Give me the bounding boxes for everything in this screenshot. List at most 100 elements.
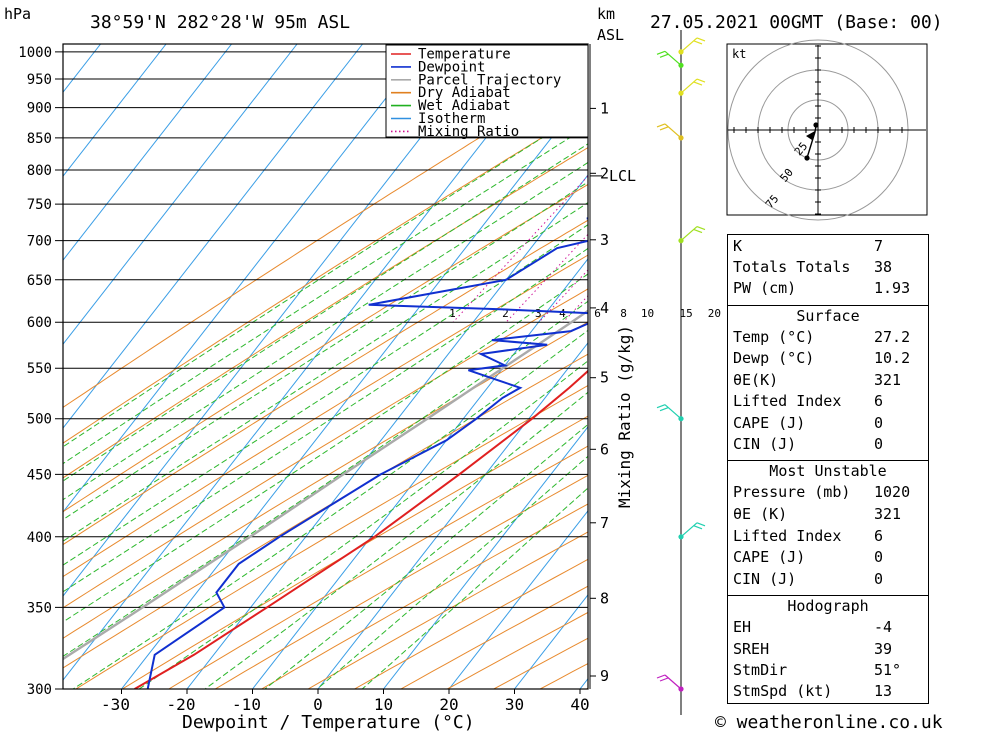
dry-adiabat-line <box>63 183 588 513</box>
dry-adiabat-line <box>63 219 588 546</box>
wind-barb-staff <box>664 123 682 139</box>
wind-barb <box>656 50 682 66</box>
hodo-eh: EH -4 <box>733 618 893 636</box>
surface-cin: CIN (J) 0 <box>733 435 884 453</box>
x-tick-label: 30 <box>505 695 524 714</box>
isotherm-line <box>63 44 429 513</box>
hodograph-trace <box>806 125 817 159</box>
wind-barb <box>656 404 682 420</box>
pressure-label: 450 <box>27 467 52 483</box>
dry-adiabat-line <box>63 288 588 609</box>
pressure-label: 650 <box>27 273 52 289</box>
hodo-stmdir: StmDir 51° <box>733 661 902 679</box>
wind-barb-feather <box>656 404 666 409</box>
hodo-sreh: SREH 39 <box>733 640 893 658</box>
mixing-ratio-label: 2 <box>502 307 509 320</box>
mixing-ratio-label: 10 <box>641 307 654 320</box>
legend-label: Dry Adiabat <box>418 85 511 101</box>
km-tick-label: 7 <box>600 514 609 532</box>
wind-barb <box>680 226 706 242</box>
dry-adiabat-line <box>168 445 588 689</box>
surface-temp: Temp (°C) 27.2 <box>733 328 911 346</box>
wind-barb-feather <box>693 525 703 530</box>
wind-barb-column <box>656 30 706 715</box>
hodograph-point <box>804 155 810 161</box>
isotherm-line <box>317 342 588 689</box>
wind-barb-staff <box>664 404 682 420</box>
wet-adiabat-line <box>63 108 588 448</box>
stat-row-totals: Totals Totals 38 <box>733 258 893 276</box>
wind-barb-feather <box>656 50 666 55</box>
hodograph-unit: kt <box>732 47 746 61</box>
dry-adiabat-line <box>261 503 588 689</box>
wind-barb-staff <box>680 78 698 94</box>
km-tick-label: 1 <box>600 99 609 117</box>
x-tick-label: -20 <box>167 695 196 714</box>
dry-adiabat-line <box>214 474 588 689</box>
credit-text: © weatheronline.co.uk <box>715 712 943 733</box>
wet-adiabat-line <box>63 161 588 501</box>
wind-barb <box>656 123 682 139</box>
dry-adiabat-line <box>63 254 588 578</box>
wind-barb-feather <box>656 674 666 679</box>
lcl-label: LCL <box>609 167 636 185</box>
legend-label: Wet Adiabat <box>418 98 511 114</box>
pressure-label: 1000 <box>18 45 52 61</box>
mixing-ratio-line <box>505 233 588 323</box>
x-tick-label: -10 <box>232 695 261 714</box>
km-tick-label: 3 <box>600 231 609 249</box>
pressure-label: 600 <box>27 315 52 331</box>
asl-label: ASL <box>597 26 624 44</box>
wet-adiabat-line <box>63 224 588 566</box>
pressure-label: 750 <box>27 197 52 213</box>
isotherm-line <box>383 426 588 689</box>
isotherm-line <box>121 90 588 689</box>
surface-lifted-index: Lifted Index 6 <box>733 392 884 410</box>
legend-label: Isotherm <box>418 111 485 127</box>
wind-barb <box>680 522 706 538</box>
wind-barb-feather <box>659 407 669 412</box>
background-lines <box>63 44 588 689</box>
km-tick-label: 8 <box>600 589 609 607</box>
wind-barb-staff <box>664 50 682 66</box>
wet-adiabat-line <box>138 360 588 689</box>
mixing-ratio-label: 4 <box>559 307 566 320</box>
surface-dewp: Dewp (°C) 10.2 <box>733 349 911 367</box>
km-tick-label: 5 <box>600 369 609 387</box>
dry-adiabat-line <box>63 321 588 639</box>
pressure-label: 850 <box>27 131 52 147</box>
mixing-ratio-label: 15 <box>680 307 693 320</box>
x-tick-label: 0 <box>313 695 323 714</box>
pressure-label: 950 <box>27 72 52 88</box>
wind-barb-feather <box>696 226 706 231</box>
isotherm-line <box>63 44 232 261</box>
surface-theta-e: θE(K) 321 <box>733 371 902 389</box>
wind-barb-staff <box>680 226 698 242</box>
wind-barb-feather <box>696 522 706 527</box>
wind-barb-feather <box>693 81 703 86</box>
mu-theta-e: θE (K) 321 <box>733 505 902 523</box>
isotherm-line <box>186 174 588 689</box>
legend-label: Dewpoint <box>418 59 485 75</box>
wet-adiabat-line <box>63 247 588 593</box>
isotherm-line <box>63 44 363 429</box>
wind-barb-feather <box>693 229 703 234</box>
wet-adiabat-line <box>204 391 588 689</box>
most-unstable-section-title: Most Unstable <box>728 460 928 482</box>
parcel-trajectory-line <box>63 309 588 661</box>
isotherm-line <box>63 44 560 681</box>
datetime-title: 27.05.2021 00GMT (Base: 00) <box>650 12 943 33</box>
wet-adiabat-line <box>63 125 588 465</box>
hodo-stmspd: StmSpd (kt) 13 <box>733 682 893 700</box>
wind-barb-feather <box>659 53 669 58</box>
x-tick-label: 20 <box>439 695 458 714</box>
pressure-unit-label: hPa <box>4 5 31 23</box>
wind-barb-feather <box>693 40 703 45</box>
legend-label: Parcel Trajectory <box>418 72 561 88</box>
mu-cape: CAPE (J) 0 <box>733 548 884 566</box>
x-tick-label: 10 <box>374 695 393 714</box>
km-tick-label: 9 <box>600 667 609 685</box>
x-tick-label: 40 <box>570 695 589 714</box>
